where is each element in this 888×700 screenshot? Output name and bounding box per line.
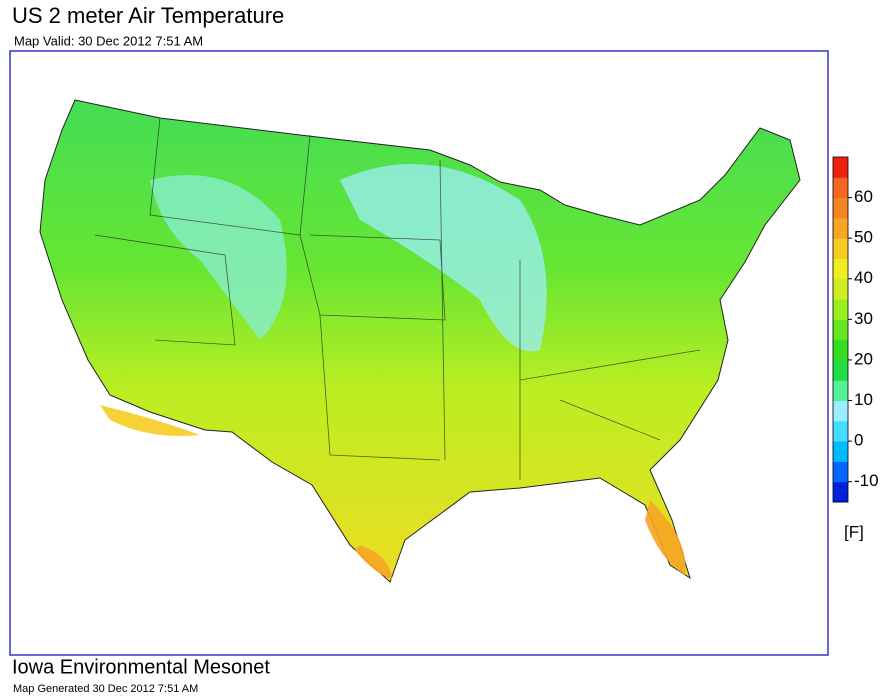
colorbar-segment xyxy=(833,461,848,483)
subtitle: Map Valid: 30 Dec 2012 7:51 AM xyxy=(14,33,203,48)
colorbar-segment xyxy=(833,217,848,239)
us-map xyxy=(39,99,801,583)
colorbar: -10 0 10 20 30 40 50 60 xyxy=(832,156,879,503)
title: US 2 meter Air Temperature xyxy=(12,3,284,28)
footer-generated: Map Generated 30 Dec 2012 7:51 AM xyxy=(13,683,198,695)
colorbar-segment xyxy=(833,238,848,259)
colorbar-tick-label: 50 xyxy=(854,228,873,247)
colorbar-segment xyxy=(833,319,848,341)
colorbar-tick-label: 30 xyxy=(854,309,873,328)
colorbar-border xyxy=(832,156,849,503)
colorbar-tick-label: 60 xyxy=(854,187,873,206)
colorbar-tick-label: 10 xyxy=(854,390,873,409)
colorbar-segment xyxy=(833,177,848,199)
colorbar-tick-label: 20 xyxy=(854,349,873,368)
colorbar-unit: [F] xyxy=(844,522,864,541)
colorbar-tick-label: 0 xyxy=(854,431,863,450)
colorbar-tick-label: 40 xyxy=(854,268,873,287)
footer-organization: Iowa Environmental Mesonet xyxy=(12,656,270,678)
colorbar-segment xyxy=(833,278,848,300)
colorbar-segment xyxy=(833,299,848,320)
colorbar-segment xyxy=(833,380,848,402)
colorbar-segment xyxy=(833,339,848,361)
colorbar-segment xyxy=(833,258,848,280)
colorbar-segment xyxy=(833,400,848,422)
colorbar-segment xyxy=(833,157,848,178)
colorbar-segment xyxy=(833,441,848,462)
colorbar-tick-label: -10 xyxy=(854,471,879,490)
colorbar-segment xyxy=(833,197,848,219)
colorbar-segment xyxy=(833,420,848,442)
colorbar-segment xyxy=(833,359,848,381)
colorbar-segment xyxy=(833,481,848,503)
